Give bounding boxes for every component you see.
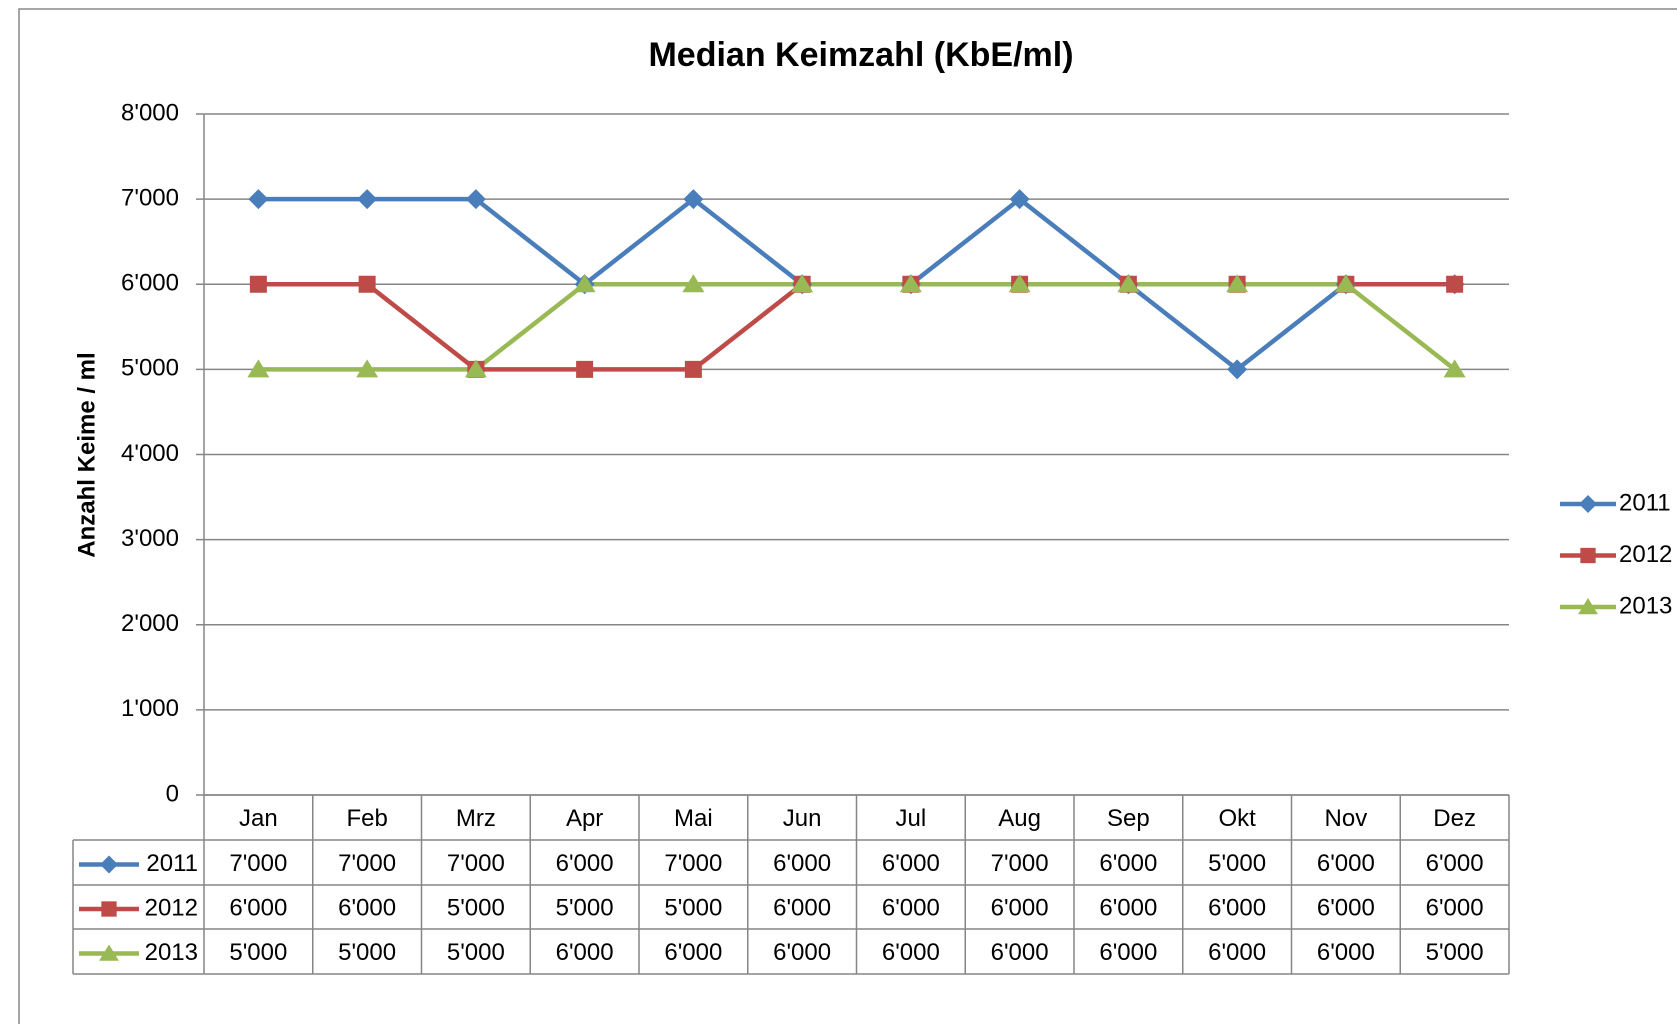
table-cell: 5'000 bbox=[556, 894, 614, 921]
table-cell: 6'000 bbox=[773, 894, 831, 921]
x-tick-label: Aug bbox=[998, 805, 1041, 832]
marker bbox=[249, 275, 267, 293]
marker bbox=[1334, 274, 1357, 293]
marker bbox=[684, 360, 702, 378]
marker bbox=[464, 359, 487, 378]
table-cell: 6'000 bbox=[556, 850, 614, 877]
table-cell: 6'000 bbox=[773, 939, 831, 966]
x-tick-label: Dez bbox=[1433, 805, 1476, 832]
x-tick-label: Sep bbox=[1107, 805, 1150, 832]
table-cell: 7'000 bbox=[447, 850, 505, 877]
marker bbox=[247, 359, 270, 378]
marker bbox=[791, 274, 814, 293]
x-tick-label: Mai bbox=[674, 805, 713, 832]
table-cell: 6'000 bbox=[1426, 894, 1484, 921]
y-tick-label: 7'000 bbox=[121, 184, 179, 211]
table-cell: 6'000 bbox=[991, 939, 1049, 966]
y-tick-label: 6'000 bbox=[121, 270, 179, 297]
table-cell: 7'000 bbox=[229, 850, 287, 877]
marker bbox=[357, 189, 378, 210]
table-cell: 6'000 bbox=[1426, 850, 1484, 877]
marker bbox=[1008, 274, 1031, 293]
marker bbox=[248, 189, 269, 210]
table-series-name: 2011 bbox=[146, 850, 198, 877]
marker bbox=[99, 944, 119, 961]
chart-title: Median Keimzahl (KbE/ml) bbox=[648, 36, 1073, 74]
marker bbox=[1446, 275, 1464, 293]
x-tick-label: Feb bbox=[346, 805, 387, 832]
table-cell: 7'000 bbox=[338, 850, 396, 877]
line bbox=[258, 282, 1457, 372]
y-axis-label: Anzahl Keime / ml bbox=[73, 352, 100, 557]
marker bbox=[465, 189, 486, 210]
table-cell: 6'000 bbox=[1208, 939, 1266, 966]
marker bbox=[1227, 359, 1248, 380]
marker bbox=[683, 189, 704, 210]
table-cell: 6'000 bbox=[1208, 894, 1266, 921]
y-tick-label: 4'000 bbox=[121, 440, 179, 467]
marker bbox=[1580, 547, 1596, 564]
marker bbox=[682, 274, 705, 293]
x-tick-label: Nov bbox=[1325, 805, 1368, 832]
table-cell: 5'000 bbox=[338, 939, 396, 966]
y-tick-label: 8'000 bbox=[121, 99, 179, 126]
table-cell: 6'000 bbox=[1099, 850, 1157, 877]
table-cell: 6'000 bbox=[1099, 894, 1157, 921]
table-cell: 6'000 bbox=[991, 894, 1049, 921]
marker bbox=[1009, 189, 1030, 210]
table-cell: 5'000 bbox=[447, 939, 505, 966]
legend-label: 2011 bbox=[1619, 489, 1671, 516]
table-cell: 6'000 bbox=[1099, 939, 1157, 966]
x-tick-label: Jul bbox=[896, 805, 927, 832]
x-tick-label: Apr bbox=[566, 805, 603, 832]
marker bbox=[899, 274, 922, 293]
table-cell: 6'000 bbox=[556, 939, 614, 966]
y-tick-label: 3'000 bbox=[121, 525, 179, 552]
x-tick-label: Jan bbox=[239, 805, 278, 832]
marker bbox=[573, 274, 596, 293]
marker bbox=[358, 275, 376, 293]
y-tick-label: 1'000 bbox=[121, 695, 179, 722]
legend-label: 2012 bbox=[1619, 541, 1672, 568]
y-tick-label: 0 bbox=[166, 780, 179, 807]
marker bbox=[101, 901, 117, 917]
table-cell: 6'000 bbox=[1317, 939, 1375, 966]
marker bbox=[1579, 495, 1597, 513]
y-tick-label: 2'000 bbox=[121, 610, 179, 637]
marker bbox=[1226, 274, 1249, 293]
table-cell: 6'000 bbox=[338, 894, 396, 921]
marker bbox=[576, 360, 594, 378]
table-cell: 5'000 bbox=[1208, 850, 1266, 877]
marker bbox=[1117, 274, 1140, 293]
table-cell: 5'000 bbox=[1426, 939, 1484, 966]
table-cell: 5'000 bbox=[664, 894, 722, 921]
table-cell: 6'000 bbox=[664, 939, 722, 966]
table-cell: 7'000 bbox=[664, 850, 722, 877]
x-tick-label: Jun bbox=[783, 805, 822, 832]
x-tick-label: Mrz bbox=[456, 805, 496, 832]
legend-label: 2013 bbox=[1619, 592, 1672, 619]
table-cell: 6'000 bbox=[882, 894, 940, 921]
table-cell: 7'000 bbox=[991, 850, 1049, 877]
table-cell: 6'000 bbox=[1317, 894, 1375, 921]
table-cell: 6'000 bbox=[773, 850, 831, 877]
table-cell: 5'000 bbox=[229, 939, 287, 966]
marker bbox=[1443, 359, 1466, 378]
table-cell: 6'000 bbox=[882, 850, 940, 877]
x-tick-label: Okt bbox=[1218, 805, 1256, 832]
table-cell: 6'000 bbox=[229, 894, 287, 921]
y-tick-label: 5'000 bbox=[121, 355, 179, 382]
marker bbox=[356, 359, 379, 378]
table-cell: 5'000 bbox=[447, 894, 505, 921]
table-cell: 6'000 bbox=[882, 939, 940, 966]
marker bbox=[100, 855, 118, 874]
marker bbox=[1578, 598, 1598, 615]
table-series-name: 2012 bbox=[145, 894, 198, 921]
table-series-name: 2013 bbox=[145, 939, 198, 966]
table-cell: 6'000 bbox=[1317, 850, 1375, 877]
